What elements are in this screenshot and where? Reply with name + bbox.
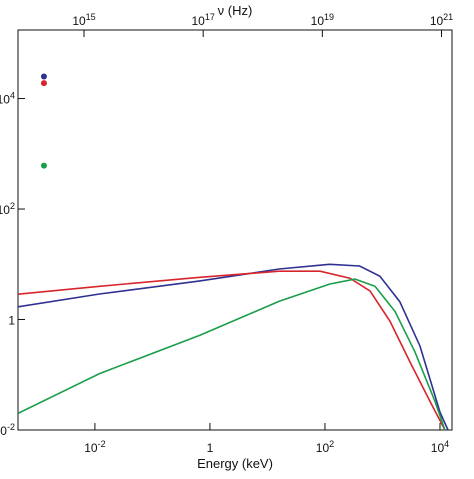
y-tick-label-exponent: -2: [7, 422, 15, 432]
data-point: [40, 73, 47, 80]
x-tick-label: 102: [316, 439, 334, 455]
series-line: [18, 278, 446, 430]
x-tick-label: 10-2: [84, 439, 105, 455]
plot-area: [18, 73, 449, 430]
x2-tick-label-base: 10: [430, 14, 444, 28]
x-tick-label-base: 10: [84, 441, 98, 455]
y-tick-label-exponent: 2: [10, 201, 15, 211]
x2-tick-label-exponent: 17: [205, 12, 215, 22]
x-tick-label-exponent: 4: [444, 439, 449, 449]
y-tick-label-base: 10: [0, 93, 10, 107]
x-tick-label-exponent: -2: [98, 439, 106, 449]
x2-tick-label-exponent: 19: [324, 12, 334, 22]
data-point: [40, 162, 47, 169]
y-tick-label: 1: [8, 314, 15, 328]
x2-tick-label: 1017: [191, 12, 214, 28]
y-tick-label: 104: [0, 91, 15, 107]
x-tick-label-base: 10: [431, 441, 445, 455]
x2-tick-label: 1021: [430, 12, 453, 28]
x2-tick-label-exponent: 15: [86, 12, 96, 22]
y-tick-label-base: 10: [0, 203, 10, 217]
data-point: [40, 80, 47, 87]
x2-tick-label: 1015: [72, 12, 95, 28]
x-tick-label: 1: [207, 441, 214, 455]
x-tick-label-exponent: 2: [329, 439, 334, 449]
x2-tick-label-base: 10: [191, 14, 205, 28]
x2-tick-label-base: 10: [311, 14, 325, 28]
x2-axis-label: ν (Hz): [218, 3, 253, 18]
plot-frame: [17, 29, 453, 431]
y-tick-label-exponent: 4: [10, 91, 15, 101]
x-tick-label-base: 10: [316, 441, 330, 455]
x-tick-label: 104: [431, 439, 449, 455]
y-tick-label-base: 10: [0, 424, 7, 438]
x2-tick-label-base: 10: [72, 14, 86, 28]
series-line: [18, 270, 446, 430]
y-tick-label: 10-2: [0, 422, 15, 438]
series-line: [18, 263, 449, 430]
x2-tick-label-exponent: 21: [443, 12, 453, 22]
x2-tick-label: 1019: [311, 12, 334, 28]
x-axis-label: Energy (keV): [197, 456, 273, 471]
y-tick-label: 102: [0, 201, 15, 217]
